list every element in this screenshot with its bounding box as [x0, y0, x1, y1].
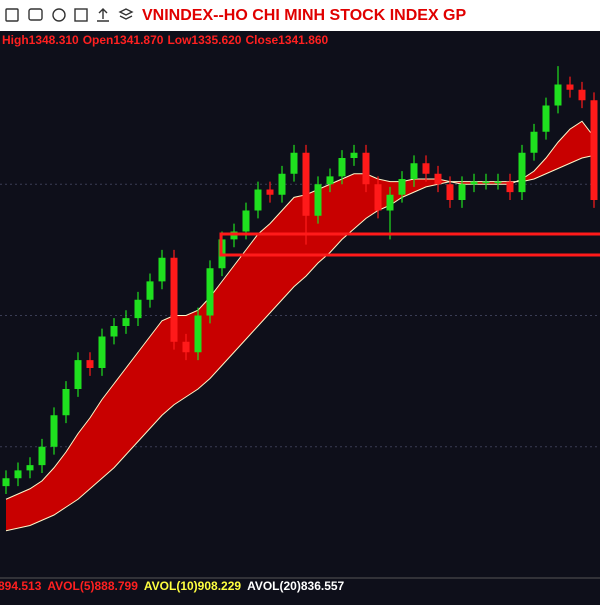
candle-body — [182, 341, 190, 353]
candle-body — [50, 415, 58, 447]
candle-body — [470, 181, 478, 185]
candle-body — [74, 360, 82, 389]
candle-body — [110, 326, 118, 337]
chart-title: VNINDEX--HO CHI MINH STOCK INDEX GP — [142, 7, 467, 24]
candle-body — [38, 446, 46, 466]
toolbar — [0, 0, 600, 31]
ohlc-value: Close1341.860 — [245, 33, 328, 47]
candle-body — [146, 281, 154, 300]
icon-layers[interactable] — [118, 8, 134, 20]
candle-body — [518, 152, 526, 193]
candle-body — [254, 189, 262, 211]
candle-body — [350, 152, 358, 158]
candle-body — [566, 84, 574, 90]
candle-body — [278, 173, 286, 195]
candle-body — [86, 360, 94, 368]
candle-body — [314, 184, 322, 216]
candle-body — [170, 257, 178, 342]
indicator-value: AVOL(5)888.799 — [47, 579, 138, 593]
candle-body — [362, 152, 370, 185]
candle-body — [14, 470, 22, 479]
candle-body — [158, 257, 166, 282]
candle-body — [482, 181, 490, 184]
indicator-value: AVOL(10)908.229 — [144, 579, 241, 593]
candle-body — [554, 84, 562, 106]
ohlc-readout: High1348.310 Open1341.870 Low1335.620 Close… — [2, 33, 329, 47]
candle-body — [434, 173, 442, 185]
indicator-value: 894.513 — [0, 579, 42, 593]
candle-body — [302, 152, 310, 216]
candle-body — [338, 158, 346, 177]
candle-body — [494, 181, 502, 184]
ma-ribbon — [6, 121, 594, 531]
ma-line — [5, 120, 595, 500]
candle-body — [530, 131, 538, 153]
candle-body — [290, 152, 298, 174]
candle-body — [458, 184, 466, 200]
candle-body — [410, 163, 418, 179]
indicator-readout: 894.513 AVOL(5)888.799 AVOL(10)908.229 AVOL… — [0, 579, 345, 593]
candle-body — [26, 465, 34, 471]
candle-body — [542, 105, 550, 132]
candle-body — [266, 189, 274, 195]
candle-body — [374, 184, 382, 211]
candle-body — [422, 163, 430, 174]
icon-camera[interactable] — [28, 8, 43, 21]
candle-body — [398, 179, 406, 195]
candle-body — [2, 478, 10, 487]
candle-body — [134, 299, 142, 319]
icon-add[interactable] — [52, 8, 66, 22]
highlight-zone — [219, 232, 600, 257]
candle-body — [62, 389, 70, 416]
candle-body — [590, 100, 598, 200]
candle-body — [578, 89, 586, 101]
candle-body — [386, 194, 394, 211]
toolbar-icons[interactable] — [5, 8, 134, 22]
status-bar — [0, 578, 600, 600]
icon-print[interactable] — [5, 8, 19, 22]
candle-body — [98, 336, 106, 368]
icon-save[interactable] — [74, 8, 88, 22]
indicator-value: AVOL(20)836.557 — [247, 579, 344, 593]
candle-body — [506, 181, 514, 193]
ohlc-value: Open1341.870 — [83, 33, 164, 47]
candle-body — [326, 176, 334, 185]
ohlc-value: High1348.310 — [2, 33, 79, 47]
icon-export[interactable] — [97, 8, 109, 22]
candle-body — [122, 318, 130, 326]
candle-body — [242, 210, 250, 232]
candle-body — [446, 184, 454, 200]
candle-body — [194, 315, 202, 353]
ohlc-value: Low1335.620 — [167, 33, 241, 47]
candle-body — [206, 268, 214, 316]
